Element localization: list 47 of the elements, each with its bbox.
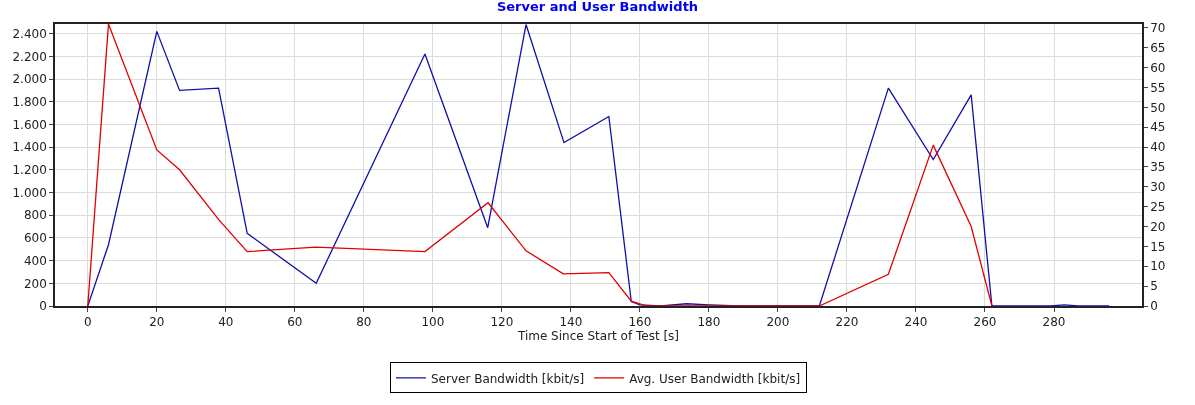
y-tick-label: 1.200 (12, 163, 47, 178)
y2-tick-label: 50 (1150, 100, 1166, 115)
y2-tick-label: 15 (1150, 239, 1166, 254)
y-tick-label: 1.800 (12, 94, 47, 109)
legend-label: Server Bandwidth [kbit/s] (431, 371, 585, 386)
y-tick-label: 400 (23, 253, 47, 268)
y-tick-label: 1.600 (12, 117, 47, 132)
x-tick-label: 80 (356, 315, 372, 330)
y-tick-label: 2.400 (12, 26, 47, 41)
y-tick-label: 800 (23, 208, 47, 223)
x-tick-label: 40 (218, 315, 234, 330)
y2-tick-label: 0 (1150, 299, 1158, 314)
y-tick-label: 0 (39, 299, 47, 314)
x-tick-label: 260 (973, 315, 997, 330)
x-tick-label: 20 (149, 315, 165, 330)
x-tick-label: 240 (904, 315, 928, 330)
y2-tick-label: 25 (1150, 199, 1166, 214)
y-tick-label: 2.200 (12, 49, 47, 64)
x-tick-label: 60 (287, 315, 303, 330)
x-tick-label: 140 (559, 315, 583, 330)
y2-tick-label: 65 (1150, 41, 1166, 56)
x-tick-label: 180 (697, 315, 721, 330)
y2-tick-label: 55 (1150, 80, 1166, 95)
y2-tick-label: 5 (1150, 279, 1158, 294)
y-tick-label: 1.000 (12, 185, 47, 200)
y-tick-label: 1.400 (12, 140, 47, 155)
x-tick-label: 280 (1042, 315, 1066, 330)
y2-tick-label: 10 (1150, 259, 1166, 274)
chart-title: Server and User Bandwidth (496, 0, 699, 15)
y-tick-label: 600 (23, 231, 47, 246)
x-tick-label: 220 (835, 315, 859, 330)
y2-tick-label: 35 (1150, 160, 1166, 175)
x-tick-label: 200 (766, 315, 790, 330)
y2-tick-label: 60 (1150, 60, 1166, 75)
x-tick-label: 0 (83, 315, 92, 330)
y2-tick-label: 20 (1150, 219, 1166, 234)
legend-label: Avg. User Bandwidth [kbit/s] (629, 371, 801, 386)
y2-tick-label: 45 (1150, 120, 1166, 135)
y2-tick-label: 40 (1150, 140, 1166, 155)
y-tick-label: 200 (23, 276, 47, 291)
y2-tick-label: 70 (1150, 21, 1166, 36)
x-tick-label: 120 (490, 315, 514, 330)
x-tick-label: 100 (421, 315, 445, 330)
y2-tick-label: 30 (1150, 180, 1166, 195)
y-tick-label: 2.000 (12, 72, 47, 87)
x-tick-label: 160 (628, 315, 652, 330)
x-axis-title: Time Since Start of Test [s] (516, 329, 680, 344)
